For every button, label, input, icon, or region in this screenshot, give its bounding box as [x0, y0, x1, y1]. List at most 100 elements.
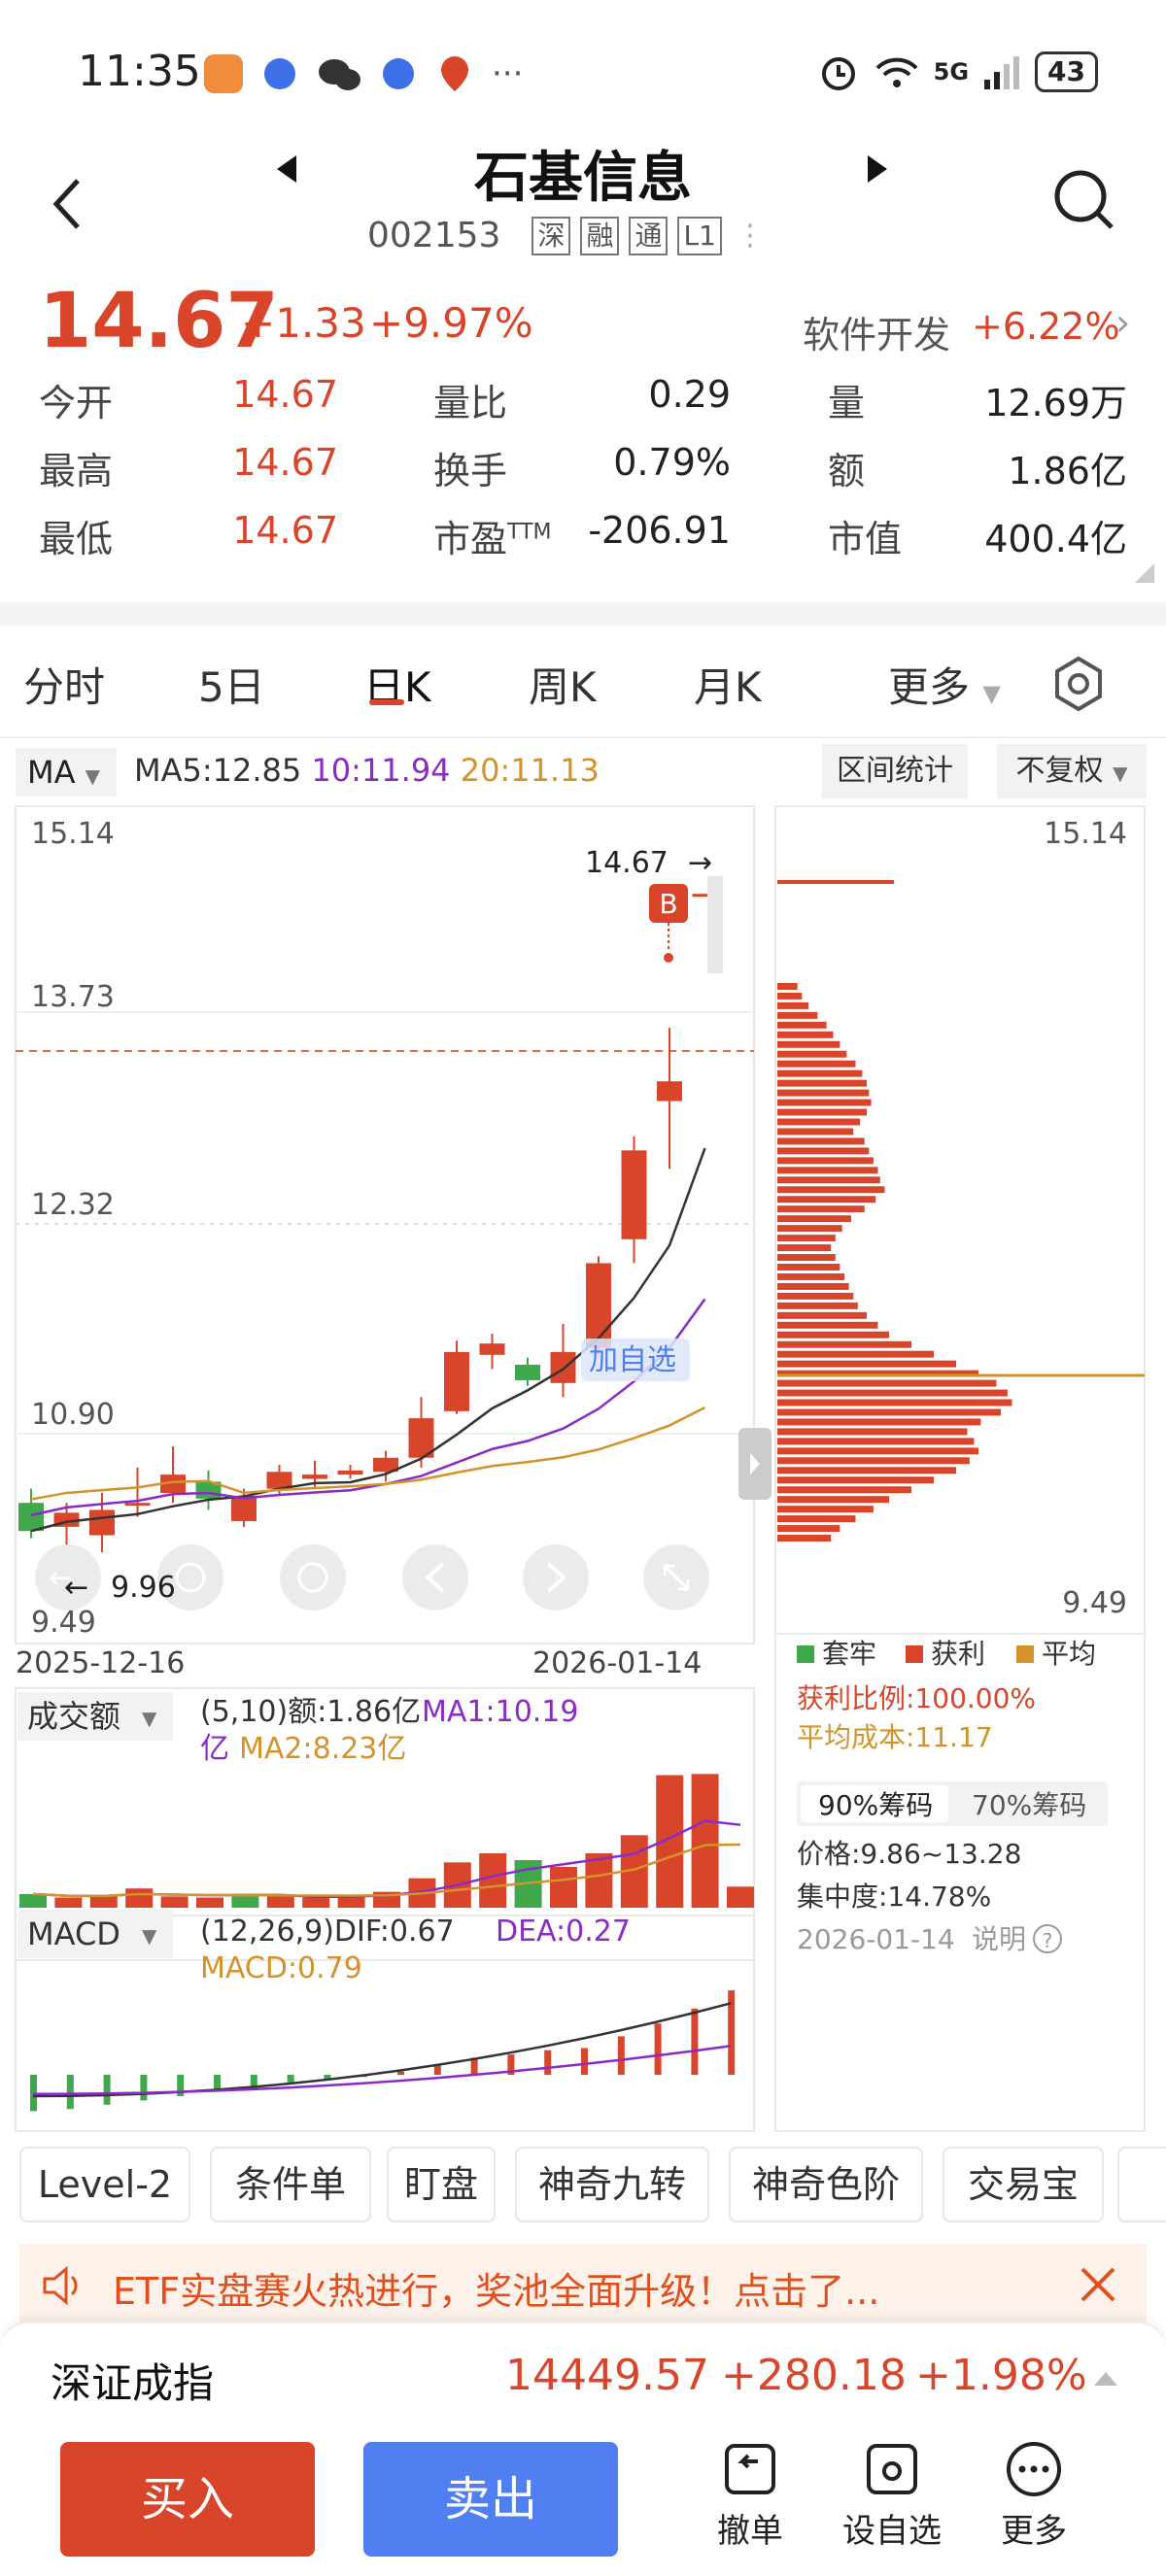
- macd-bar: [470, 2057, 478, 2075]
- zoom-out-button[interactable]: [280, 1544, 346, 1610]
- signal-icon: [984, 56, 1020, 89]
- back-arrow-icon[interactable]: [49, 175, 87, 233]
- volume-bar: [196, 1897, 223, 1908]
- chip-explain-link[interactable]: 说明: [972, 1923, 1026, 1955]
- cancel-order-button[interactable]: 撤单: [692, 2438, 808, 2552]
- volume-selector[interactable]: [17, 1692, 173, 1741]
- chip-bar: [777, 1292, 854, 1300]
- macd-bar: [397, 2071, 404, 2075]
- add-watch-chip[interactable]: [581, 1339, 690, 1381]
- status-bar: 11:35 ··· 5G 43: [0, 0, 1166, 136]
- chip-bar: [777, 1408, 1001, 1416]
- chip-bar: [777, 1379, 997, 1387]
- close-icon[interactable]: [1077, 2263, 1119, 2306]
- ma-selector[interactable]: MA ▼: [16, 748, 117, 797]
- tab-chip-70-label[interactable]: 70%筹码: [972, 1789, 1086, 1821]
- y-tick-label: 15.14: [31, 817, 115, 851]
- pan-left-fast-button[interactable]: [35, 1544, 101, 1610]
- chip-top-price: 15.14: [1044, 817, 1127, 851]
- volume-ma2-line: [32, 1843, 741, 1898]
- tool-nine-turns[interactable]: 神奇九转: [515, 2147, 709, 2222]
- volume-bar: [302, 1897, 330, 1908]
- wifi-icon: [875, 57, 918, 87]
- index-ticker[interactable]: 深证成指 14449.57 +280.18 +1.98%: [0, 2322, 1166, 2428]
- sector-name[interactable]: 软件开发: [803, 314, 951, 356]
- promo-text: ETF实盘赛火热进行，奖池全面升级！点击了...: [113, 2270, 880, 2313]
- tab-chip-90-label: 90%筹码: [818, 1789, 933, 1821]
- chip-bar: [777, 1418, 981, 1426]
- volume-bar: [54, 1897, 83, 1908]
- tool-watch[interactable]: 盯盘: [387, 2147, 496, 2222]
- candlestick-series: [18, 894, 718, 1552]
- candle-body: [302, 1474, 327, 1479]
- promo-banner[interactable]: ETF实盘赛火热进行，奖池全面升级！点击了...: [19, 2244, 1147, 2327]
- candle-body: [160, 1474, 186, 1494]
- chevron-right-icon: [750, 1453, 760, 1474]
- previous-stock-icon[interactable]: [277, 155, 296, 183]
- add-watch-icon: [867, 2444, 917, 2494]
- add-watch-button-label: 设自选: [842, 2512, 942, 2551]
- margin-tag: 融: [580, 216, 620, 255]
- tool-trade-treasure[interactable]: 交易宝: [943, 2147, 1104, 2222]
- next-stock-icon[interactable]: [868, 155, 887, 183]
- chevron-down-icon: ▼: [85, 764, 101, 788]
- settings-hexagon-icon[interactable]: [1049, 655, 1108, 713]
- volume-bar: [125, 1888, 154, 1908]
- chip-bar: [777, 1428, 968, 1436]
- more-button[interactable]: 更多: [976, 2438, 1092, 2552]
- date-end: 2026-01-14: [532, 1646, 702, 1680]
- help-icon[interactable]: [1033, 1924, 1062, 1953]
- tab-5day[interactable]: 5日: [198, 663, 265, 711]
- low-price-marker: 9.96: [111, 1571, 176, 1605]
- buy-signal-badge[interactable]: [649, 884, 688, 923]
- tool-color-scale[interactable]: 神奇色阶: [729, 2147, 923, 2222]
- scroll-handle[interactable]: [707, 876, 723, 973]
- buy-button[interactable]: 买入: [60, 2442, 315, 2557]
- legend-trapped-swatch: [797, 1645, 814, 1663]
- volume-bar: [337, 1895, 365, 1908]
- chevron-right-icon[interactable]: ›: [1115, 301, 1131, 344]
- tool-level2[interactable]: Level-2: [19, 2147, 190, 2222]
- chip-bar: [777, 1525, 840, 1533]
- chip-bar: [777, 1486, 911, 1494]
- chip-bar: [777, 1137, 865, 1145]
- tab-weekly-k[interactable]: 周K: [529, 663, 597, 711]
- chevron-up-icon[interactable]: [1094, 2372, 1117, 2386]
- more-notifications-icon: ···: [492, 54, 524, 93]
- tool-conditional-order[interactable]: 条件单: [210, 2147, 371, 2222]
- chip-bar: [777, 1040, 840, 1048]
- kline-chart-area[interactable]: 15.14 13.73 12.32 10.90 9.49 14.67 → B 加…: [0, 800, 1166, 2141]
- macd-bar: [177, 2075, 185, 2096]
- legend-profit-swatch: [906, 1645, 923, 1663]
- chip-distribution-bars: [777, 983, 1012, 1542]
- chip-bar: [777, 1031, 834, 1038]
- search-icon[interactable]: [1049, 165, 1117, 233]
- add-watch-button[interactable]: 设自选: [834, 2438, 950, 2552]
- zoom-in-button[interactable]: [157, 1544, 223, 1610]
- chip-bar: [777, 1264, 840, 1271]
- more-tags-icon[interactable]: ⋮: [735, 219, 765, 253]
- tab-chip-90[interactable]: [801, 1785, 948, 1822]
- tool-overflow[interactable]: [1117, 2147, 1166, 2222]
- chip-bar: [777, 1167, 878, 1174]
- pan-right-button[interactable]: [523, 1544, 589, 1610]
- sector-change[interactable]: +6.22%: [972, 305, 1120, 348]
- chip-bar: [777, 1235, 836, 1242]
- expand-corner-icon[interactable]: [1135, 563, 1154, 583]
- pan-left-button[interactable]: [402, 1544, 468, 1610]
- sell-button[interactable]: 卖出: [363, 2442, 618, 2557]
- adjust-selector[interactable]: 不复权 ▼: [997, 744, 1147, 798]
- macd-selector[interactable]: [17, 1910, 173, 1958]
- tab-monthly-k[interactable]: 月K: [694, 663, 762, 711]
- level-tag: L1: [677, 216, 722, 255]
- range-stats-button[interactable]: 区间统计: [822, 744, 968, 798]
- arrow-right-icon: →: [688, 846, 712, 880]
- stat-value-turnover: 0.79%: [613, 441, 731, 484]
- tab-more[interactable]: 更多 ▼: [888, 655, 1001, 714]
- stock-name: 石基信息: [474, 147, 692, 210]
- app-notification-icon: [204, 54, 243, 93]
- market-tag: 深: [532, 216, 571, 255]
- cancel-order-icon: [725, 2444, 775, 2494]
- tab-intraday[interactable]: 分时: [23, 663, 106, 711]
- volume-bar: [585, 1853, 613, 1908]
